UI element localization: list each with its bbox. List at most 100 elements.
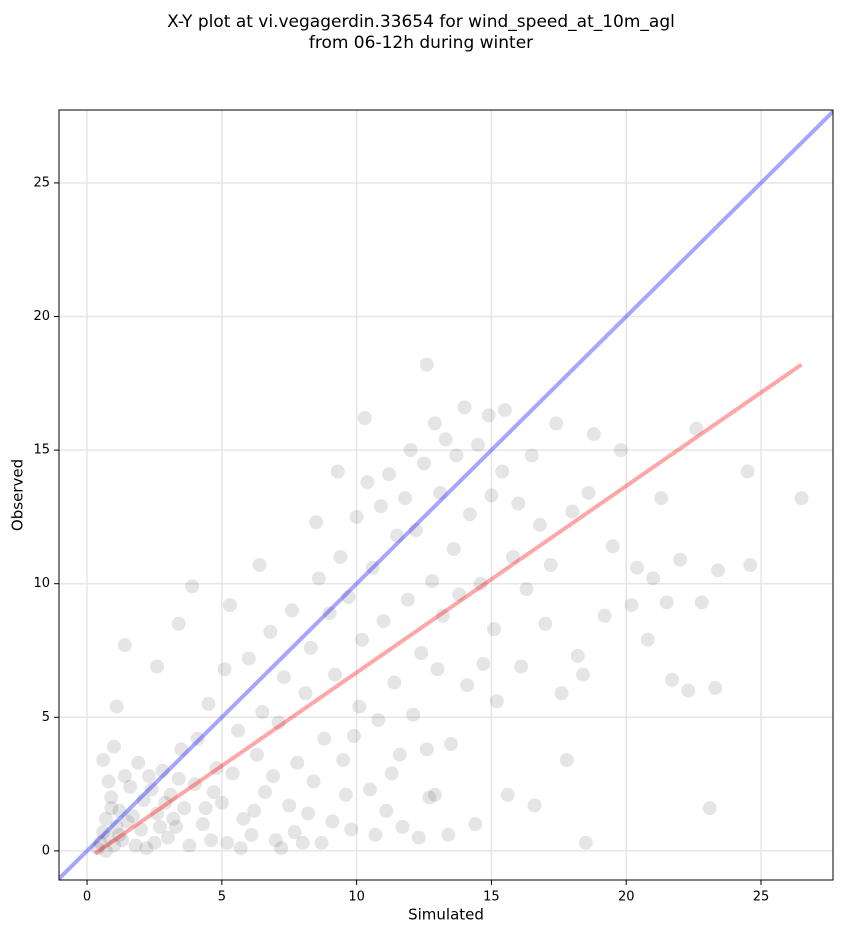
scatter-point	[613, 443, 628, 458]
scatter-point	[322, 606, 337, 621]
scatter-point	[209, 761, 224, 776]
scatter-point	[90, 841, 105, 856]
scatter-point	[384, 766, 399, 781]
scatter-point	[112, 803, 127, 818]
x-tick-label: 0	[83, 890, 91, 905]
scatter-point	[333, 549, 348, 564]
scatter-point	[222, 598, 237, 613]
scatter-point	[101, 774, 116, 789]
scatter-point	[163, 787, 178, 802]
scatter-point	[702, 801, 717, 816]
scatter-point	[500, 787, 515, 802]
scatter-point	[665, 672, 680, 687]
grid	[59, 110, 833, 880]
scatter-point	[252, 558, 267, 572]
y-tick-label: 15	[33, 443, 50, 458]
y-tick-label: 0	[42, 843, 50, 858]
fit-line	[59, 110, 833, 880]
scatter-point	[505, 549, 520, 564]
scatter-point	[441, 827, 456, 842]
scatter-point	[185, 579, 200, 594]
x-tick-label: 10	[348, 890, 365, 905]
scatter-point	[554, 686, 569, 701]
axes-frame	[58, 109, 834, 881]
scatter-point	[150, 806, 165, 821]
scatter-point	[371, 712, 386, 727]
scatter-point	[147, 835, 162, 850]
scatter-point	[303, 640, 318, 655]
scatter-point	[395, 819, 410, 834]
scatter-point	[266, 769, 281, 784]
scatter-point	[306, 774, 321, 789]
scatter-point	[152, 819, 167, 834]
scatter-point	[694, 595, 709, 610]
scatter-point	[106, 838, 121, 853]
scatter-point	[236, 811, 251, 826]
scatter-point	[123, 779, 138, 794]
scatter-point	[654, 491, 669, 506]
chart-subtitle: from 06-12h during winter	[309, 33, 533, 53]
scatter-point	[363, 782, 378, 797]
scatter-point	[257, 785, 272, 800]
scatter-point	[336, 753, 351, 768]
scatter-point	[98, 811, 113, 826]
scatter-point	[570, 648, 585, 663]
scatter-point	[346, 728, 361, 743]
scatter-point	[144, 782, 159, 797]
scatter-point	[511, 496, 526, 511]
scatter-point	[559, 753, 574, 768]
x-tick-label: 20	[618, 890, 635, 905]
scatter-point	[457, 400, 472, 415]
scatter-point	[473, 576, 488, 591]
scatter-point	[470, 437, 485, 452]
scatter-point	[330, 464, 345, 479]
scatter-point	[425, 574, 440, 589]
scatter-point	[142, 769, 157, 784]
scatter-point	[338, 787, 353, 802]
scatter-point	[298, 686, 313, 701]
scatter-point	[171, 771, 186, 786]
scatter-point	[484, 488, 499, 503]
scatter-point	[462, 507, 477, 522]
scatter-point	[160, 830, 175, 845]
scatter-point	[136, 793, 151, 808]
scatter-point	[586, 427, 601, 442]
scatter-point	[158, 795, 173, 810]
scatter-point	[435, 608, 450, 623]
scatter-point	[406, 707, 421, 722]
scatter-point	[169, 819, 184, 834]
scatter-point	[392, 747, 407, 762]
scatter-point	[117, 769, 132, 784]
scatter-point	[214, 795, 229, 810]
chart-title: X-Y plot at vi.vegagerdin.33654 for wind…	[167, 12, 675, 32]
x-axis-label: Simulated	[408, 906, 484, 924]
scatter-point	[417, 456, 432, 471]
scatter-point	[287, 825, 302, 840]
scatter-point	[443, 737, 458, 752]
scatter-point	[481, 408, 496, 423]
plot-area	[59, 110, 833, 880]
scatter-point	[115, 833, 130, 848]
scatter-point	[255, 704, 270, 719]
scatter-point	[106, 739, 121, 754]
scatter-point	[673, 552, 688, 567]
x-tick-label: 25	[753, 890, 770, 905]
scatter-point	[276, 670, 291, 685]
scatter-point	[225, 766, 240, 781]
scatter-point	[128, 838, 143, 853]
scatter-point	[433, 485, 448, 500]
scatter-point	[379, 803, 394, 818]
scatter-point	[400, 592, 415, 607]
scatter-point	[430, 662, 445, 677]
scatter-point	[495, 464, 510, 479]
scatter-point	[174, 742, 189, 757]
scatter-point	[171, 616, 186, 631]
scatter-point	[195, 817, 210, 832]
scatter-point	[460, 678, 475, 693]
scatter-point	[274, 841, 289, 856]
y-tick-label: 10	[33, 576, 50, 591]
scatter-point	[640, 632, 655, 647]
scatter-point	[489, 694, 504, 709]
scatter-point	[524, 448, 539, 463]
scatter-point	[381, 467, 396, 482]
